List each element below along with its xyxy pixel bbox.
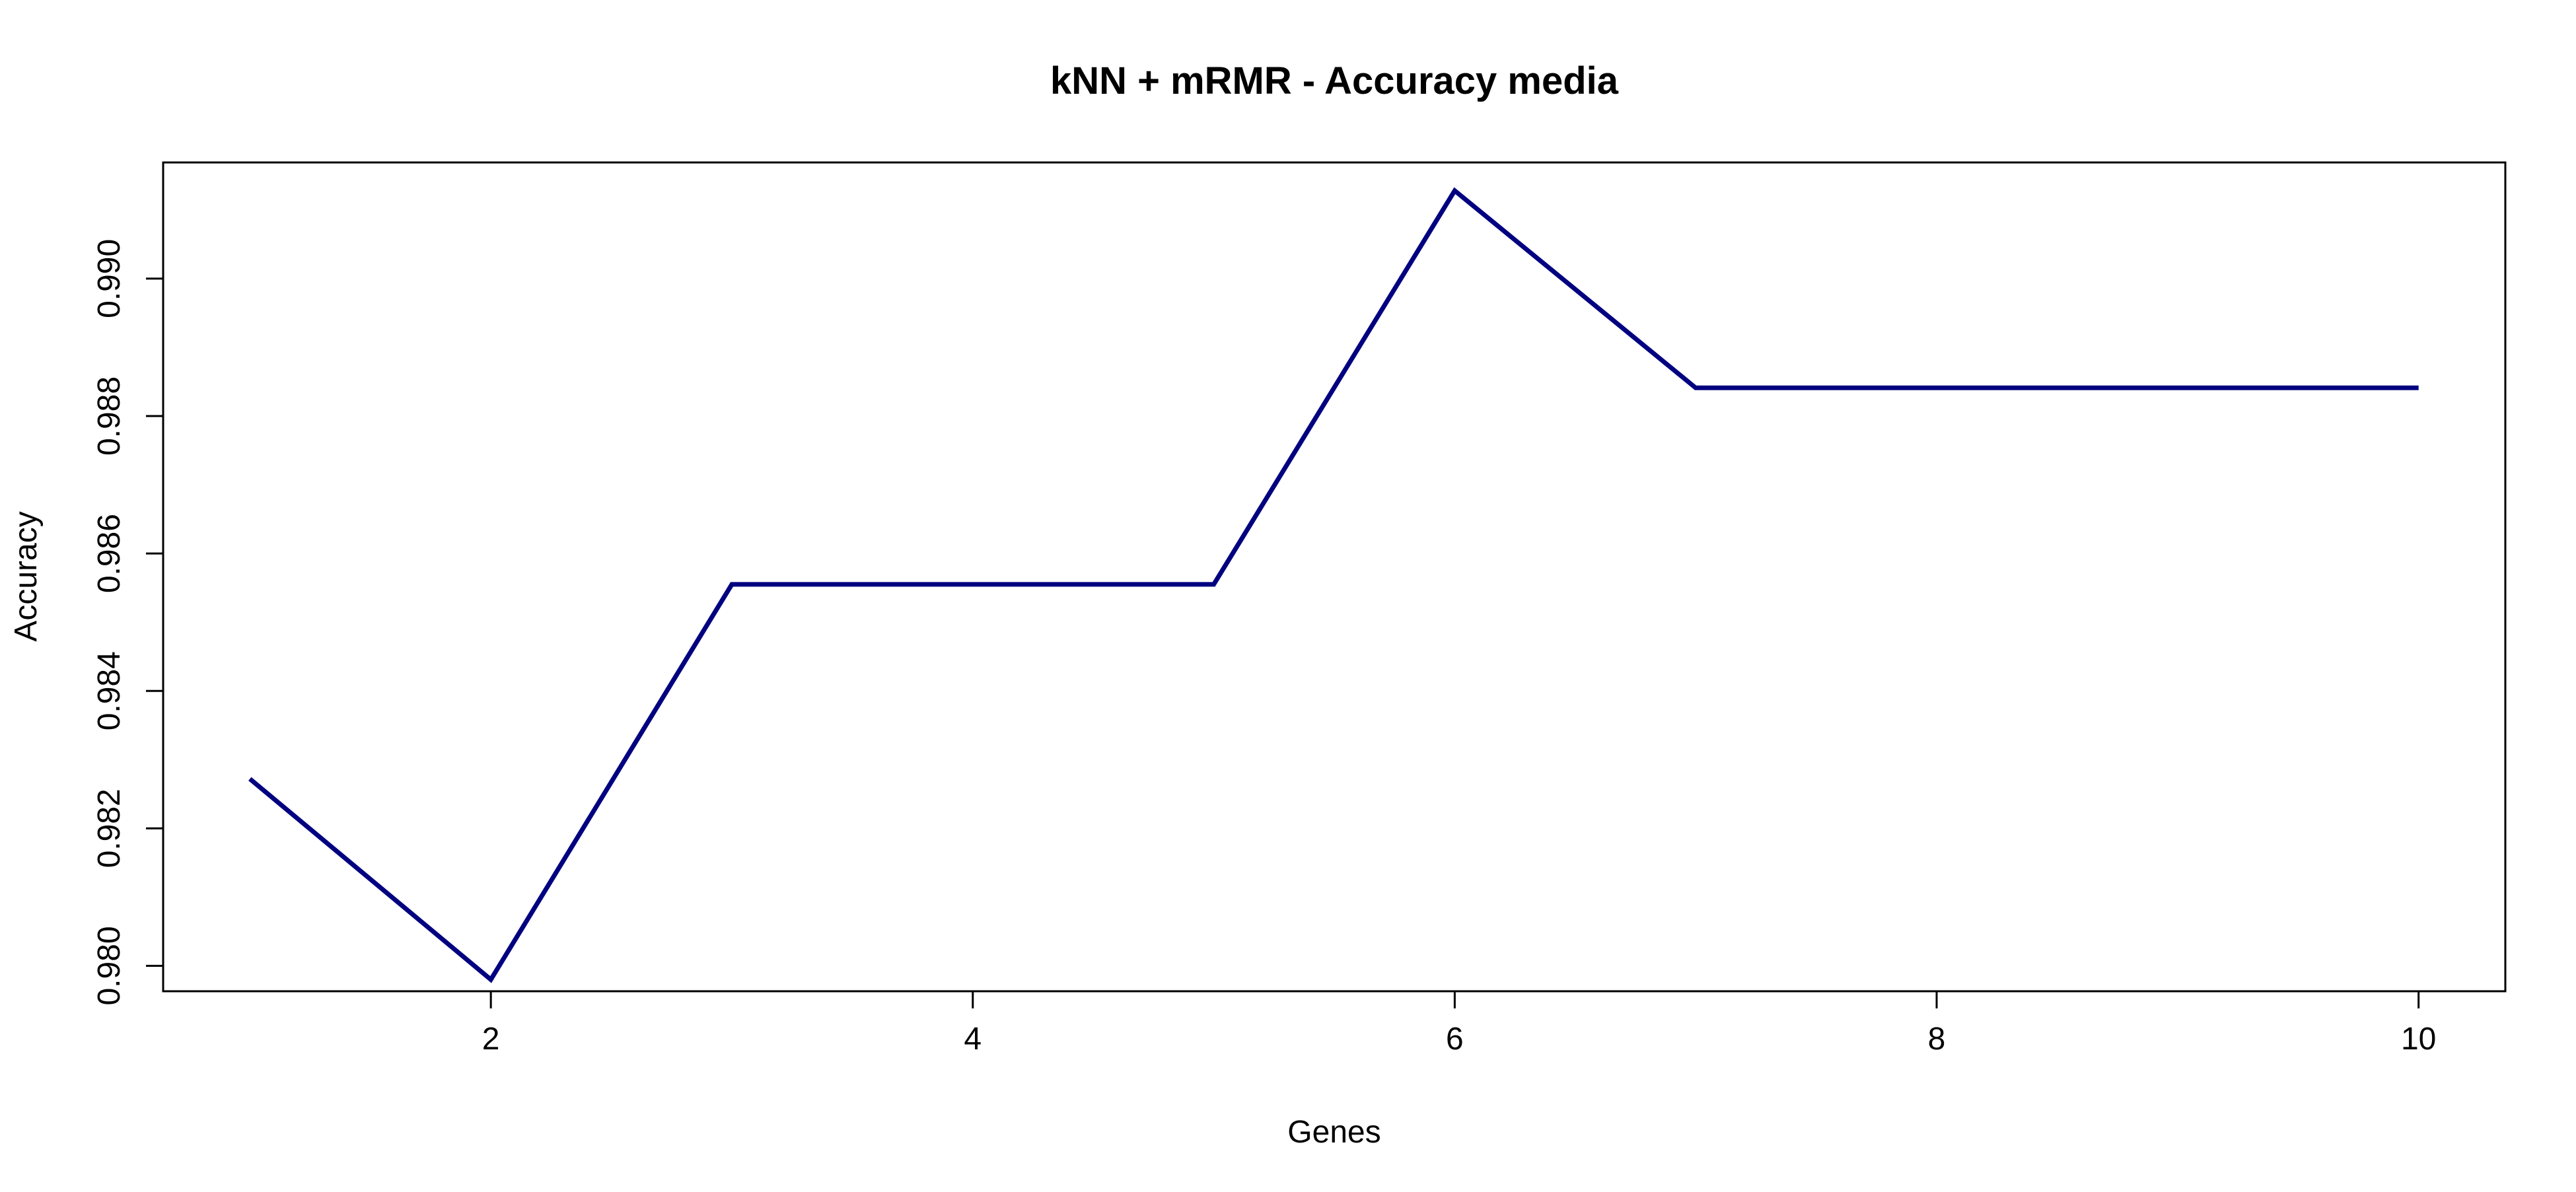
x-tick-label: 4 xyxy=(964,1022,982,1057)
y-tick-label: 0.988 xyxy=(92,376,127,456)
x-axis-label: Genes xyxy=(1287,1115,1380,1150)
y-axis: 0.980 0.982 0.984 0.986 0.988 0.990 xyxy=(92,239,164,1006)
x-tick-label: 6 xyxy=(1446,1022,1464,1057)
x-tick-label: 8 xyxy=(1928,1022,1946,1057)
y-axis-label: Accuracy xyxy=(9,511,44,641)
y-tick-label: 0.986 xyxy=(92,514,127,593)
series-layer xyxy=(248,187,2419,983)
chart-title: kNN + mRMR - Accuracy media xyxy=(1050,59,1619,102)
x-axis: 2 4 6 8 10 xyxy=(482,990,2436,1057)
x-tick-label: 2 xyxy=(482,1022,500,1057)
series-line xyxy=(248,187,2419,983)
x-tick-label: 10 xyxy=(2401,1022,2436,1057)
y-tick-label: 0.980 xyxy=(92,926,127,1005)
y-tick-label: 0.982 xyxy=(92,789,127,868)
y-tick-label: 0.990 xyxy=(92,239,127,318)
plot-box xyxy=(162,161,2507,993)
y-tick-label: 0.984 xyxy=(92,651,127,730)
